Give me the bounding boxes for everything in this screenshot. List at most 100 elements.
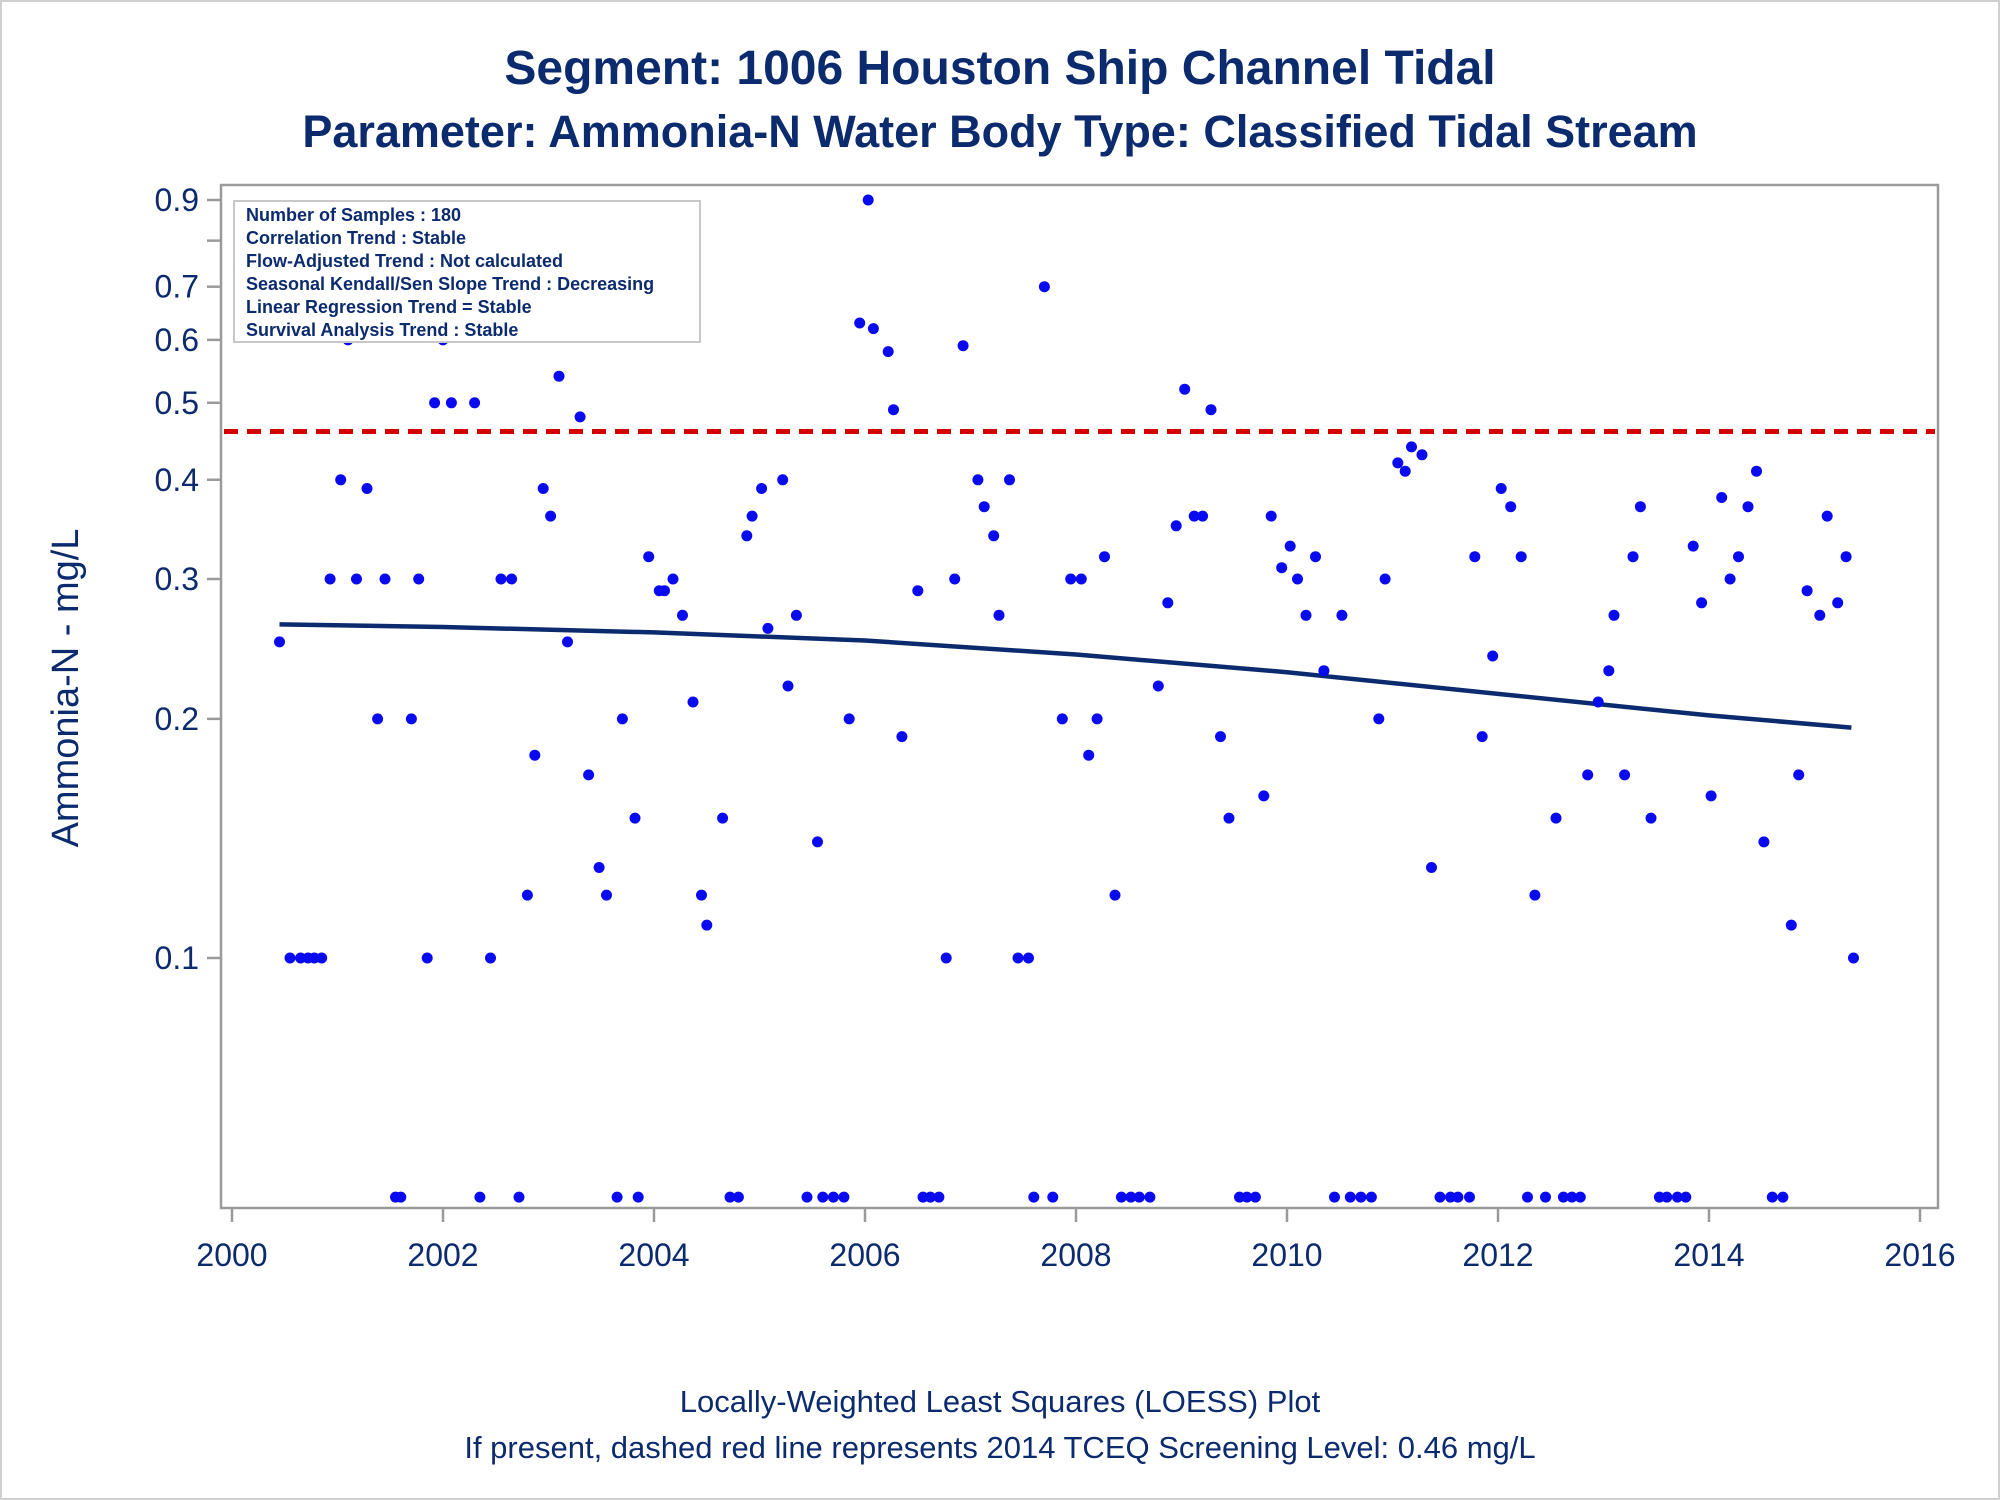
data-point xyxy=(1056,713,1068,725)
plot-frame xyxy=(219,183,1940,1210)
data-point xyxy=(1144,1191,1156,1203)
data-points xyxy=(274,194,1859,1203)
y-tick-label: 0.2 xyxy=(155,701,199,737)
data-point xyxy=(1004,474,1015,486)
data-point xyxy=(701,919,713,931)
data-point xyxy=(741,530,753,542)
data-point xyxy=(1047,1191,1059,1203)
data-point xyxy=(717,812,729,824)
data-point xyxy=(1550,812,1562,824)
data-point xyxy=(1083,749,1095,761)
data-point xyxy=(553,370,565,382)
chart-title: Segment: 1006 Houston Ship Channel Tidal xyxy=(504,42,1495,95)
data-point xyxy=(1365,1191,1377,1203)
info-line: Correlation Trend : Stable xyxy=(246,228,466,248)
data-point xyxy=(1065,573,1077,585)
data-point xyxy=(632,1191,644,1203)
data-point xyxy=(854,317,866,329)
data-point xyxy=(1012,952,1024,964)
data-point xyxy=(474,1191,486,1203)
data-point xyxy=(1329,1191,1340,1203)
data-point xyxy=(1284,540,1296,552)
data-point xyxy=(1487,650,1499,662)
x-tick-label: 2012 xyxy=(1462,1237,1533,1273)
data-point xyxy=(812,836,823,848)
data-point xyxy=(611,1191,623,1203)
data-point xyxy=(843,713,855,725)
data-point xyxy=(506,573,518,585)
data-point xyxy=(324,573,336,585)
data-point xyxy=(1336,609,1348,621)
data-point xyxy=(395,1191,407,1203)
data-point xyxy=(1821,510,1833,522)
data-point xyxy=(1179,383,1191,395)
data-point xyxy=(667,573,679,585)
data-point xyxy=(521,889,533,901)
data-point xyxy=(421,952,433,964)
y-tick-label: 0.7 xyxy=(155,269,199,305)
data-point xyxy=(1399,465,1411,477)
data-point xyxy=(1205,404,1217,416)
data-point xyxy=(513,1191,525,1203)
data-point xyxy=(888,404,899,416)
data-point xyxy=(1434,1191,1446,1203)
data-point xyxy=(616,713,628,725)
info-line: Survival Analysis Trend : Stable xyxy=(246,320,518,340)
footnote-loess: Locally-Weighted Least Squares (LOESS) P… xyxy=(680,1384,1321,1419)
data-point xyxy=(1426,862,1437,873)
data-point xyxy=(777,474,789,486)
data-point xyxy=(1028,1191,1040,1203)
data-point xyxy=(1373,713,1385,725)
plot-area: 0.10.20.30.40.50.60.70.9 2000 2002 2004 200… xyxy=(155,182,1956,1273)
data-point xyxy=(1265,510,1277,522)
data-point xyxy=(1566,1191,1578,1203)
loess-curve xyxy=(279,622,1852,730)
data-point xyxy=(1634,501,1646,513)
data-point xyxy=(1627,551,1639,563)
data-point xyxy=(1574,1191,1586,1203)
data-point xyxy=(1645,812,1657,824)
x-tick-label: 2000 xyxy=(196,1237,267,1273)
data-point xyxy=(1716,492,1728,503)
y-tick-label: 0.1 xyxy=(155,940,199,976)
data-point xyxy=(790,609,802,621)
data-point xyxy=(1476,731,1488,743)
data-point xyxy=(1038,281,1050,293)
data-point xyxy=(838,1191,850,1203)
data-point xyxy=(827,1191,839,1203)
data-point xyxy=(867,323,879,335)
data-point xyxy=(756,483,768,494)
data-point xyxy=(1152,680,1164,692)
data-point xyxy=(1766,1191,1778,1203)
data-point xyxy=(1522,1191,1533,1203)
chart-subtitle: Parameter: Ammonia-N Water Body Type: Cl… xyxy=(302,106,1697,157)
data-point xyxy=(882,346,894,358)
data-point xyxy=(1777,1191,1789,1203)
data-point xyxy=(862,194,874,206)
info-line: Number of Samples : 180 xyxy=(246,205,461,225)
data-point xyxy=(972,474,984,486)
data-point xyxy=(284,952,296,964)
data-point xyxy=(379,573,391,585)
data-point xyxy=(896,731,908,743)
data-point xyxy=(361,483,373,494)
data-point xyxy=(1592,696,1604,708)
data-point xyxy=(1241,1191,1253,1203)
data-point xyxy=(1785,919,1797,931)
y-axis: 0.1 0.2 0.3 0.4 0.5 0.6 0.7 0.9 xyxy=(155,182,221,976)
data-point xyxy=(1215,731,1226,743)
y-tick-label: 0.4 xyxy=(155,462,199,498)
data-point xyxy=(1696,597,1708,609)
data-point xyxy=(1582,769,1594,781)
data-point xyxy=(1469,551,1481,563)
info-box-frame xyxy=(233,200,701,343)
data-point xyxy=(405,713,417,725)
data-point xyxy=(1832,597,1844,609)
data-point xyxy=(1188,510,1200,522)
data-point xyxy=(1464,1191,1475,1203)
data-point xyxy=(1705,790,1717,802)
data-point xyxy=(1091,713,1103,725)
data-point xyxy=(1344,1191,1356,1203)
data-point xyxy=(1608,609,1620,621)
